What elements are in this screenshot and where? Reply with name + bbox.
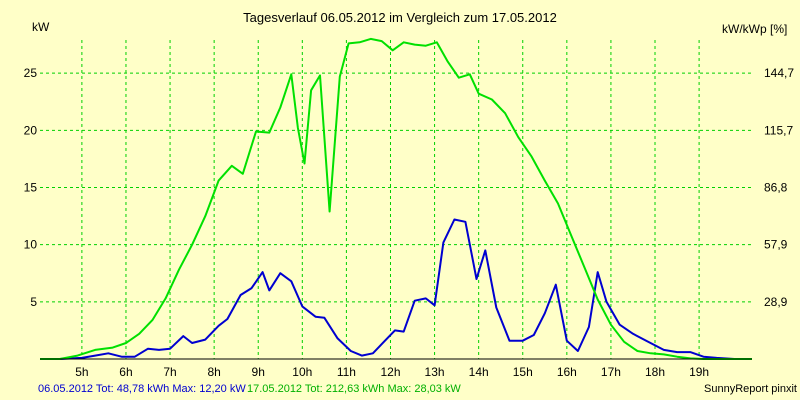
x-tick-label: 7h bbox=[163, 365, 176, 379]
x-tick-label: 19h bbox=[689, 365, 709, 379]
y-axis-unit-label: kW bbox=[32, 20, 50, 34]
y2-axis-unit-label: kW/kWp [%] bbox=[722, 22, 787, 36]
x-tick-label: 10h bbox=[292, 365, 312, 379]
chart-title: Tagesverlauf 06.05.2012 im Vergleich zum… bbox=[243, 10, 557, 25]
x-tick-labels: 5h 6h 7h 8h 9h 10h 11h 12h 13h 14h 15h 16h 17h 18h 19h bbox=[75, 365, 709, 379]
footer-series1-summary: 06.05.2012 Tot: 48,78 kWh Max: 12,20 kW bbox=[38, 383, 246, 395]
y2-tick-label: 57,9 bbox=[764, 238, 788, 252]
y2-tick-label: 115,7 bbox=[764, 123, 793, 137]
x-tick-label: 5h bbox=[75, 365, 88, 379]
footer-brand: SunnyReport pinxit bbox=[704, 383, 797, 395]
x-tick-label: 8h bbox=[207, 365, 220, 379]
y2-tick-label: 144,7 bbox=[764, 66, 794, 80]
y2-tick-label: 86,8 bbox=[764, 180, 788, 194]
x-tick-label: 17h bbox=[601, 365, 621, 379]
y-tick-label: 25 bbox=[24, 66, 38, 80]
footer-series2-summary: 17.05.2012 Tot: 212,63 kWh Max: 28,03 kW bbox=[247, 383, 461, 395]
x-tick-label: 6h bbox=[119, 365, 132, 379]
y2-tick-label: 28,9 bbox=[764, 295, 788, 309]
x-tick-label: 15h bbox=[513, 365, 533, 379]
x-tick-label: 14h bbox=[469, 365, 489, 379]
y-tick-label: 10 bbox=[24, 238, 38, 252]
y-tick-label: 20 bbox=[24, 123, 38, 137]
y-tick-label: 15 bbox=[24, 180, 38, 194]
series-lines bbox=[40, 37, 752, 360]
x-tick-label: 13h bbox=[425, 365, 445, 379]
series-line-1 bbox=[40, 218, 752, 360]
y-tick-label: 5 bbox=[30, 295, 37, 309]
x-tick-label: 11h bbox=[337, 365, 356, 379]
grid bbox=[40, 40, 752, 359]
x-tick-label: 16h bbox=[557, 365, 577, 379]
y-tick-labels: 5 10 15 20 25 bbox=[24, 66, 38, 309]
x-tick-label: 18h bbox=[645, 365, 665, 379]
y2-tick-labels: 28,9 57,9 86,8 115,7 144,7 bbox=[764, 66, 794, 309]
x-tick-label: 12h bbox=[380, 365, 400, 379]
series-line-2 bbox=[40, 37, 752, 360]
x-tick-label: 9h bbox=[252, 365, 265, 379]
